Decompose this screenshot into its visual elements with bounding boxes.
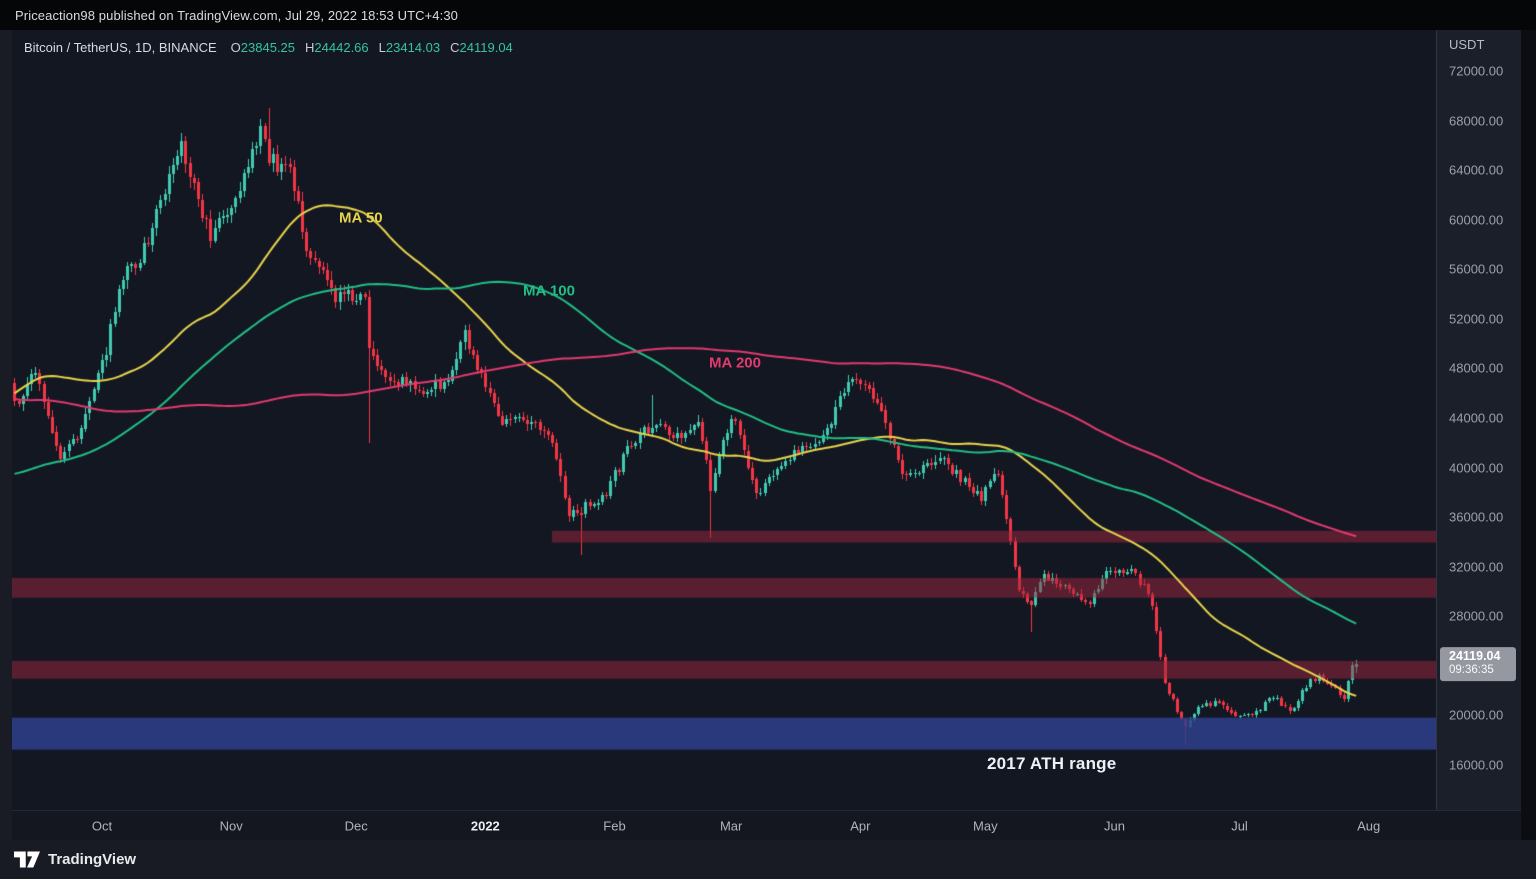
ohlc-l: L 23414.03	[378, 40, 441, 55]
time-tick-may: May	[973, 818, 998, 833]
ohlc-c: C 24119.04	[450, 40, 513, 55]
price-tick-32000: 32000.00	[1449, 559, 1504, 575]
price-tick-72000: 72000.00	[1449, 63, 1504, 79]
price-tick-52000: 52000.00	[1449, 311, 1504, 327]
time-tick-2022: 2022	[470, 818, 500, 833]
price-axis-unit: USDT	[1449, 37, 1485, 52]
zone-label-2017-ath-range: 2017 ATH range	[987, 754, 1117, 773]
time-tick-aug: Aug	[1357, 818, 1381, 833]
time-tick-jun: Jun	[1104, 818, 1125, 833]
ma-label-100: MA 100	[523, 282, 575, 300]
price-tick-68000: 68000.00	[1449, 113, 1504, 129]
time-tick-dec: Dec	[344, 818, 368, 833]
last-price-value: 24119.04	[1449, 649, 1501, 664]
price-tick-40000: 40000.00	[1449, 460, 1504, 476]
price-tick-44000: 44000.00	[1449, 410, 1504, 426]
ma-label-200: MA 200	[709, 354, 761, 372]
bar-countdown: 09:36:35	[1449, 664, 1494, 677]
attribution-bar: Priceaction98 published on TradingView.c…	[0, 0, 1536, 30]
ohlc-h: H 24442.66	[305, 40, 369, 55]
time-axis[interactable]: Oct Nov Dec 2022 Feb Mar Apr May Jun Jul Aug	[12, 810, 1521, 840]
price-tick-28000: 28000.00	[1449, 608, 1504, 624]
time-tick-jul: Jul	[1231, 818, 1248, 833]
attribution-text: Priceaction98 published on TradingView.c…	[15, 7, 458, 23]
price-tick-60000: 60000.00	[1449, 212, 1504, 228]
price-axis[interactable]: USDT 72000.00 68000.00 64000.00 60000.00 560…	[1436, 30, 1521, 810]
time-tick-feb: Feb	[603, 818, 626, 833]
price-tick-16000: 16000.00	[1449, 757, 1504, 773]
price-tick-20000: 20000.00	[1449, 707, 1504, 723]
time-tick-oct: Oct	[91, 818, 113, 833]
ma-label-50: MA 50	[339, 209, 383, 227]
tradingview-logo-text: TradingView	[48, 851, 137, 868]
ohlc-values: O 23845.25 H 24442.66 L 23414.03 C 24119.04	[231, 40, 513, 55]
price-tick-36000: 36000.00	[1449, 509, 1504, 525]
ohlc-o: O 23845.25	[230, 40, 296, 55]
tradingview-logo-icon	[14, 851, 40, 868]
price-tick-56000: 56000.00	[1449, 261, 1504, 277]
tradingview-logo[interactable]: TradingView	[14, 851, 136, 868]
time-tick-nov: Nov	[219, 818, 243, 833]
bottom-bar: TradingView	[0, 840, 1536, 879]
symbol-title: Bitcoin / TetherUS, 1D, BINANCE	[24, 40, 217, 55]
last-price-label: 24119.04 09:36:35	[1440, 647, 1516, 682]
candlestick-chart[interactable]	[12, 30, 1436, 810]
time-tick-mar: Mar	[719, 818, 743, 833]
chart-panel: Bitcoin / TetherUS, 1D, BINANCE O 23845.2…	[12, 30, 1436, 810]
right-margin	[1521, 30, 1536, 840]
left-margin	[0, 30, 12, 840]
time-tick-apr: Apr	[850, 818, 871, 833]
symbol-header: Bitcoin / TetherUS, 1D, BINANCE O 23845.2…	[24, 40, 513, 55]
price-tick-64000: 64000.00	[1449, 162, 1504, 178]
price-tick-48000: 48000.00	[1449, 360, 1504, 376]
